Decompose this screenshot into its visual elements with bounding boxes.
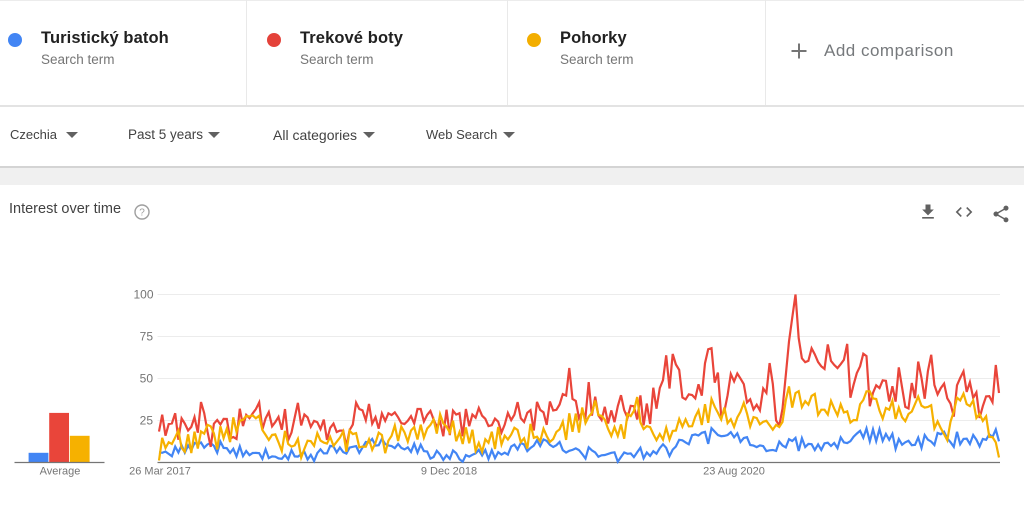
svg-text:Average: Average	[40, 466, 81, 478]
svg-text:?: ?	[139, 208, 145, 219]
svg-text:23 Aug 2020: 23 Aug 2020	[703, 466, 765, 478]
svg-text:25: 25	[140, 414, 154, 428]
svg-text:75: 75	[140, 330, 154, 344]
svg-text:26 Mar 2017: 26 Mar 2017	[129, 466, 191, 478]
svg-text:50: 50	[140, 372, 154, 386]
svg-text:9 Dec 2018: 9 Dec 2018	[421, 466, 477, 478]
svg-text:100: 100	[133, 288, 153, 302]
